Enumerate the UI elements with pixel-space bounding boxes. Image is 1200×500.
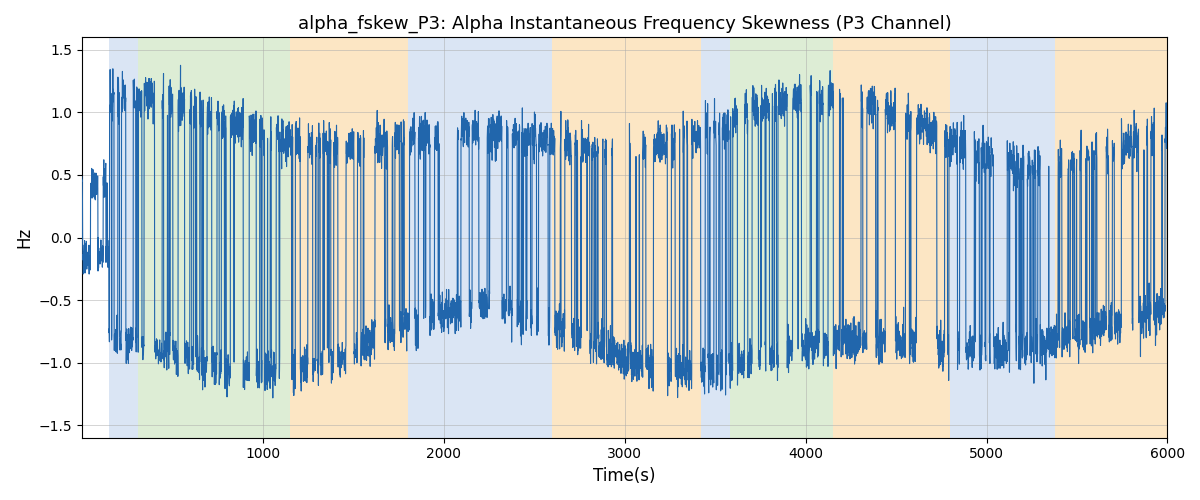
Bar xyxy=(408,38,552,438)
Bar xyxy=(950,38,1055,438)
Title: alpha_fskew_P3: Alpha Instantaneous Frequency Skewness (P3 Channel): alpha_fskew_P3: Alpha Instantaneous Freq… xyxy=(298,15,952,34)
Bar xyxy=(833,38,950,438)
Bar xyxy=(701,38,730,438)
Bar xyxy=(109,38,138,438)
Bar xyxy=(138,38,290,438)
Bar xyxy=(1055,38,1168,438)
Bar xyxy=(290,38,408,438)
Bar xyxy=(730,38,833,438)
Bar xyxy=(552,38,701,438)
Y-axis label: Hz: Hz xyxy=(14,227,32,248)
X-axis label: Time(s): Time(s) xyxy=(594,467,656,485)
